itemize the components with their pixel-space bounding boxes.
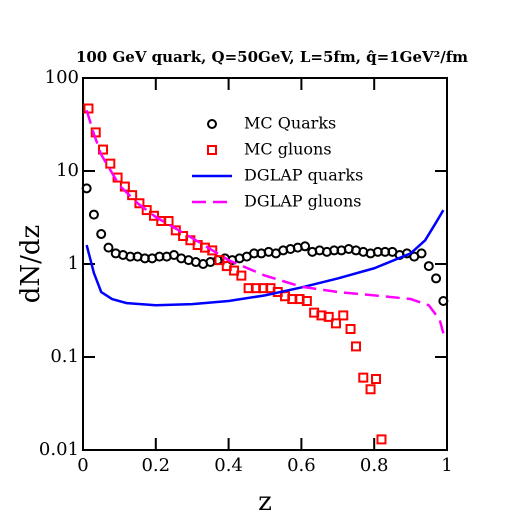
marker bbox=[98, 144, 109, 155]
marker bbox=[323, 311, 334, 322]
marker bbox=[96, 229, 107, 240]
marker bbox=[141, 205, 152, 216]
marker bbox=[88, 209, 99, 220]
marker bbox=[301, 296, 312, 307]
legend-label: DGLAP quarks bbox=[244, 166, 363, 185]
marker bbox=[148, 210, 159, 221]
marker bbox=[330, 318, 341, 329]
line bbox=[85, 209, 445, 307]
legend-marker bbox=[207, 119, 217, 129]
marker bbox=[431, 273, 442, 284]
marker bbox=[207, 245, 218, 256]
marker bbox=[338, 310, 349, 321]
marker bbox=[103, 242, 114, 253]
y-tick-label: 0.01 bbox=[39, 439, 79, 460]
marker bbox=[229, 265, 240, 276]
x-tick-label: 0.8 bbox=[360, 455, 389, 476]
marker bbox=[358, 372, 369, 383]
y-tick-label: 1 bbox=[68, 253, 79, 274]
marker bbox=[163, 215, 174, 226]
x-tick-label: 1 bbox=[441, 455, 452, 476]
x-tick-label: 0 bbox=[77, 455, 88, 476]
line bbox=[85, 109, 445, 334]
legend-label: MC Quarks bbox=[244, 114, 336, 133]
marker bbox=[236, 270, 247, 281]
x-tick-label: 0.4 bbox=[214, 455, 243, 476]
marker bbox=[376, 434, 387, 445]
marker bbox=[416, 248, 427, 259]
y-tick-label: 0.1 bbox=[50, 346, 79, 367]
marker bbox=[81, 183, 92, 194]
x-axis-label: z bbox=[258, 487, 272, 517]
y-axis-label: dN/dz bbox=[16, 225, 46, 304]
marker bbox=[214, 255, 225, 266]
legend-marker bbox=[207, 145, 217, 155]
marker bbox=[371, 374, 382, 385]
y-tick-label: 10 bbox=[56, 160, 79, 181]
x-tick-label: 0.2 bbox=[141, 455, 170, 476]
marker bbox=[365, 384, 376, 395]
marker bbox=[345, 324, 356, 335]
chart-title: 100 GeV quark, Q=50GeV, L=5fm, q̂=1GeV²/… bbox=[76, 48, 468, 66]
plot-frame bbox=[82, 77, 448, 451]
marker bbox=[351, 341, 361, 352]
x-tick-label: 0.6 bbox=[287, 455, 316, 476]
marker bbox=[423, 261, 434, 272]
legend-label: DGLAP gluons bbox=[244, 192, 361, 211]
legend-label: MC gluons bbox=[244, 140, 332, 159]
marker bbox=[438, 296, 449, 307]
marker bbox=[300, 241, 311, 252]
marker bbox=[134, 198, 145, 209]
marker bbox=[105, 158, 116, 169]
y-tick-label: 100 bbox=[45, 67, 79, 88]
